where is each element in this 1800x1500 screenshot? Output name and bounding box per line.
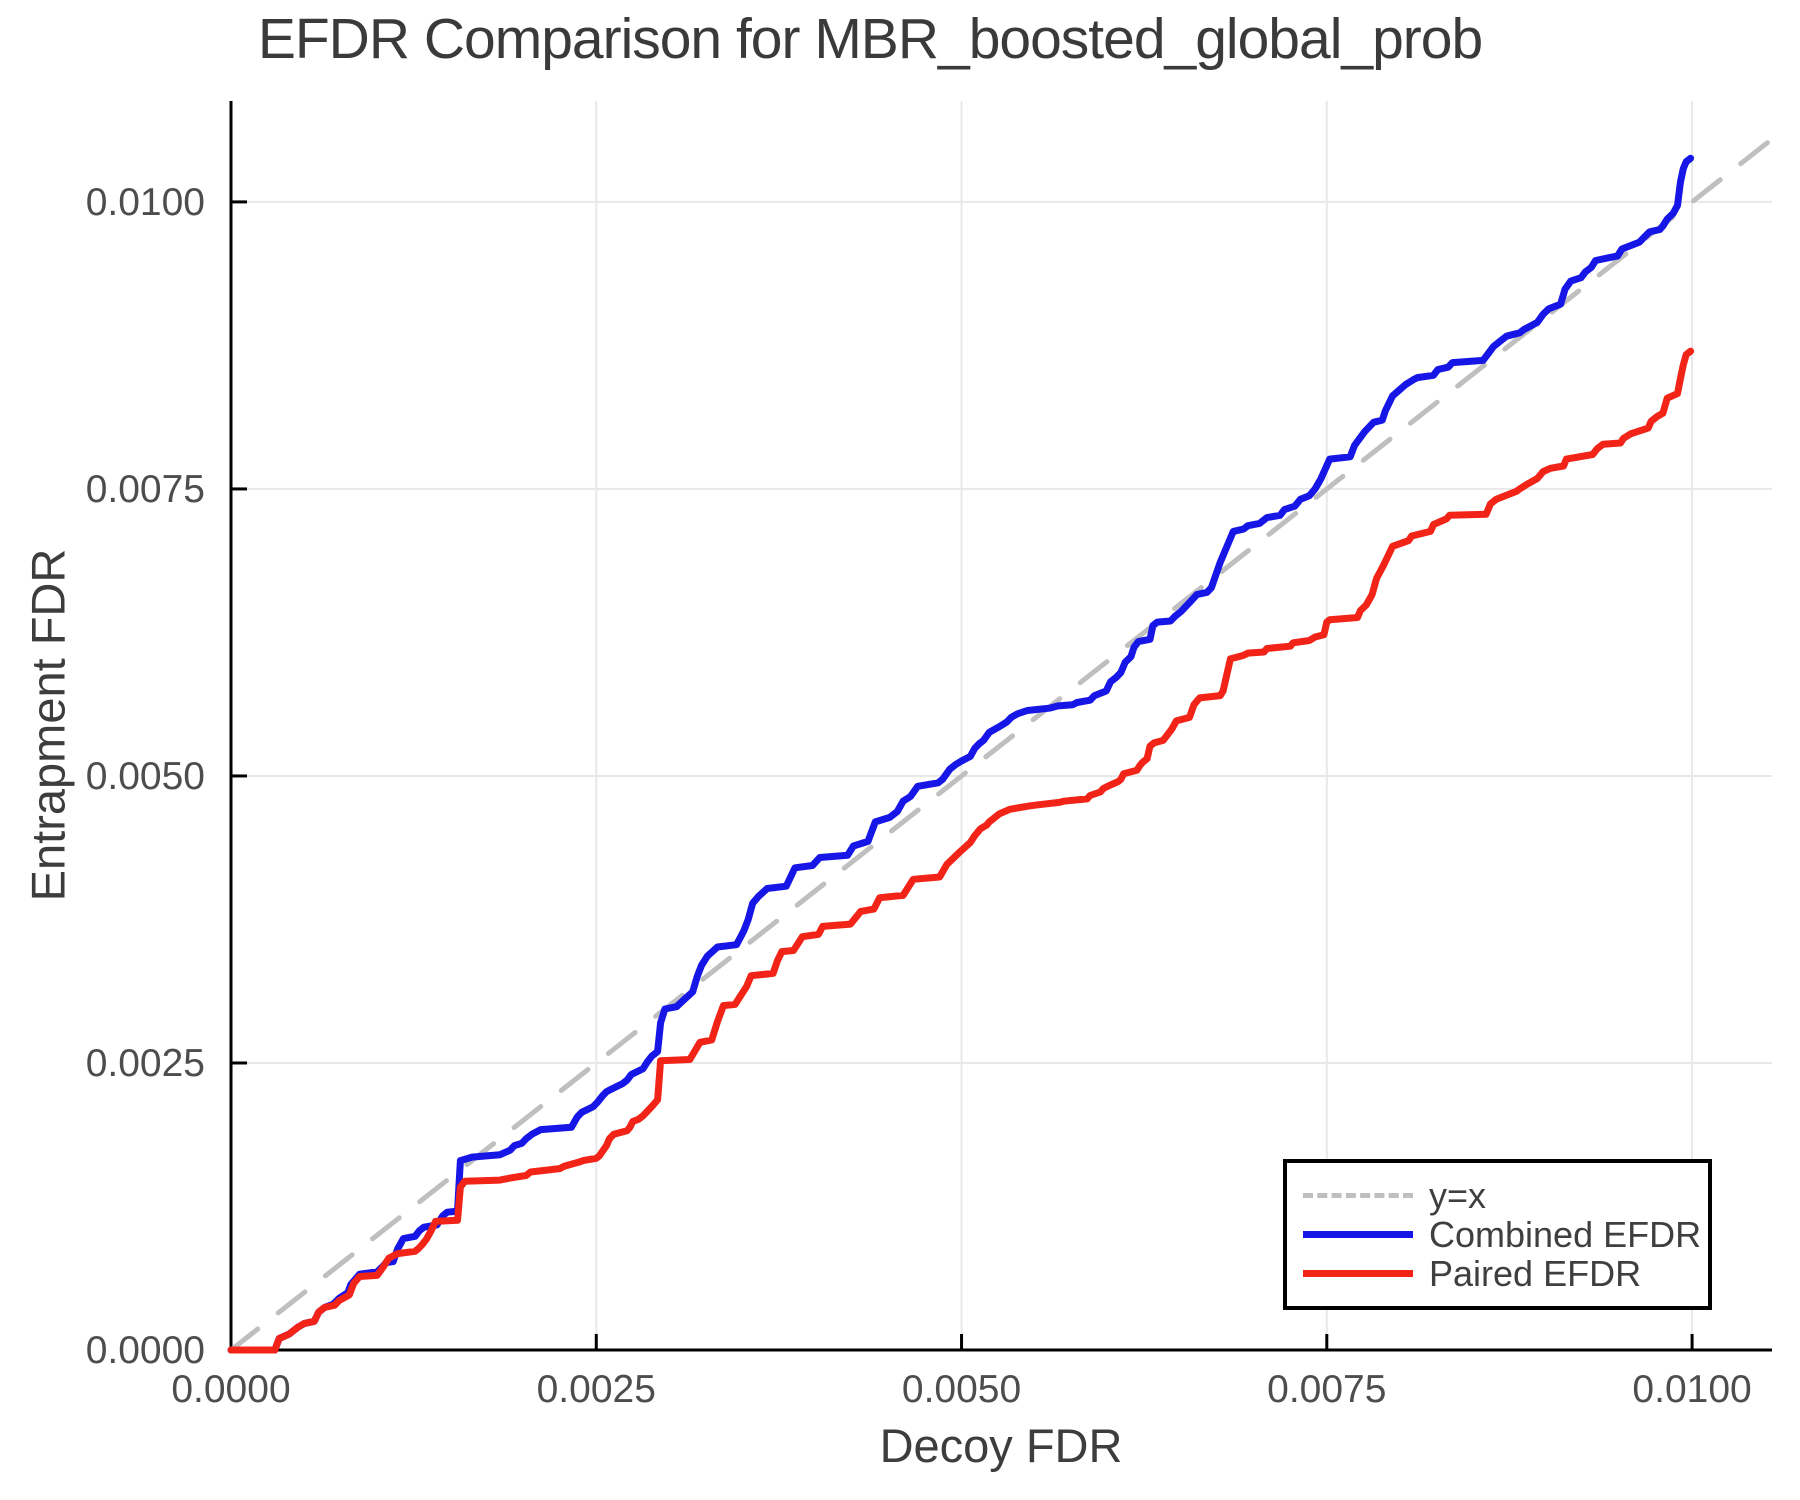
x-tick-label: 0.0050 [902, 1368, 1021, 1411]
combined-efdr-swatch-icon [1303, 1231, 1413, 1238]
legend-item-paired: Paired EFDR [1303, 1255, 1708, 1292]
x-axis-label: Decoy FDR [879, 1419, 1123, 1472]
x-tick-label: 0.0100 [1632, 1368, 1751, 1411]
legend-item-identity: y=x [1303, 1177, 1708, 1214]
chart-title: EFDR Comparison for MBR_boosted_global_p… [257, 7, 1483, 71]
y-tick-label: 0.0025 [86, 1042, 205, 1085]
legend: y=x Combined EFDR Paired EFDR [1283, 1159, 1712, 1310]
combined-efdr-series [227, 154, 1695, 1354]
identity-line-series [228, 136, 1775, 1353]
legend-label-combined: Combined EFDR [1429, 1213, 1702, 1255]
y-axis-label: Entrapment FDR [21, 548, 75, 902]
y-tick-label: 0.0075 [86, 468, 205, 511]
y-tick-label: 0.0000 [86, 1329, 205, 1372]
x-tick-label: 0.0000 [171, 1368, 290, 1411]
legend-item-combined: Combined EFDR [1303, 1216, 1708, 1253]
identity-line-swatch-icon [1303, 1193, 1413, 1198]
paired-efdr-series [227, 347, 1695, 1354]
legend-label-paired: Paired EFDR [1429, 1252, 1642, 1294]
paired-efdr-swatch-icon [1303, 1270, 1413, 1277]
legend-label-identity: y=x [1429, 1174, 1487, 1216]
x-tick-label: 0.0025 [537, 1368, 656, 1411]
y-tick-label: 0.0100 [86, 181, 205, 224]
x-tick-label: 0.0075 [1267, 1368, 1386, 1411]
y-tick-label: 0.0050 [86, 755, 205, 798]
